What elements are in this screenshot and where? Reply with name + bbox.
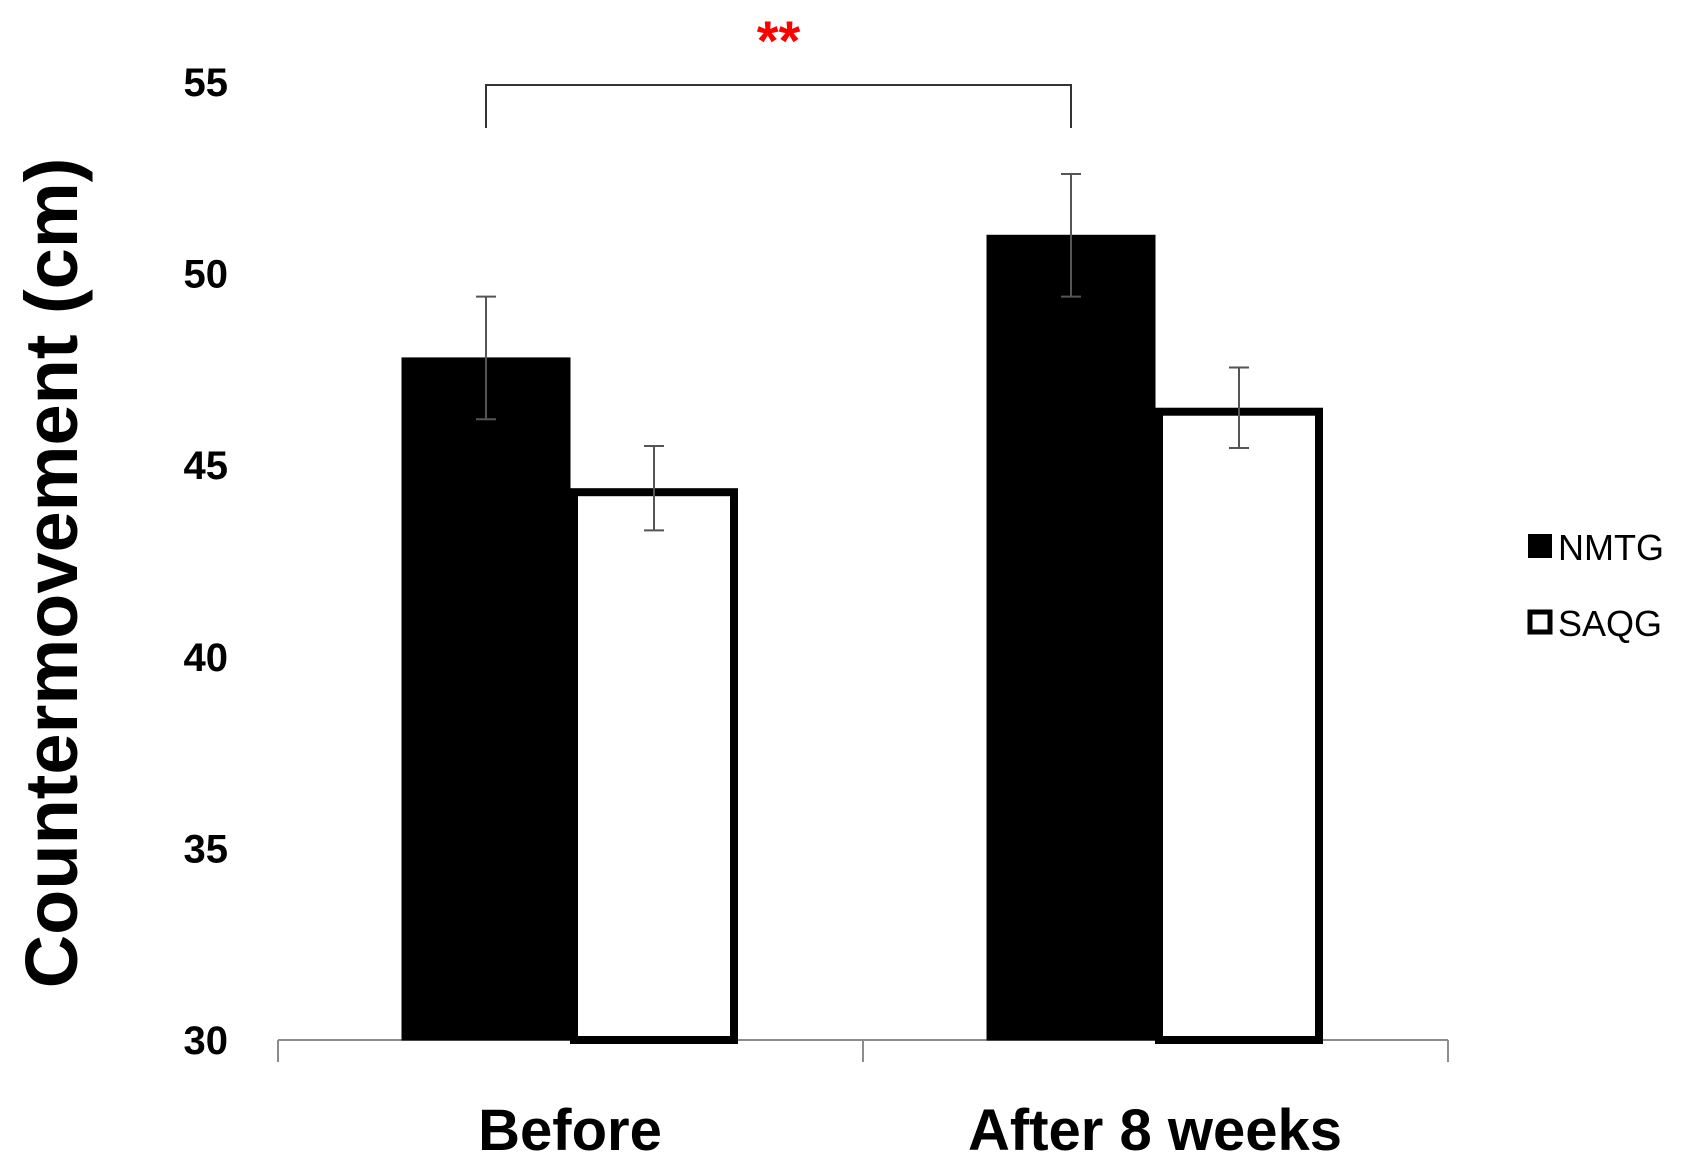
x-axis-categories: Before After 8 weeks — [478, 1098, 1342, 1163]
legend: NMTG SAQG — [1527, 527, 1664, 644]
significance-label: ** — [757, 9, 801, 72]
y-tick-label: 35 — [184, 827, 229, 871]
bar — [1155, 407, 1323, 1045]
annotations: ** — [485, 9, 1072, 128]
error-bars — [476, 172, 1249, 532]
bars — [401, 234, 1323, 1045]
legend-label: NMTG — [1558, 527, 1664, 568]
x-category-label: After 8 weeks — [968, 1098, 1342, 1163]
bar — [986, 234, 1156, 1041]
significance-bracket — [485, 84, 1072, 128]
y-tick-label: 30 — [184, 1019, 229, 1063]
y-tick-label: 55 — [184, 61, 229, 105]
legend-label: SAQG — [1558, 603, 1662, 644]
y-tick-label: 45 — [184, 444, 229, 488]
bar — [401, 357, 571, 1041]
legend-swatch — [1528, 534, 1552, 558]
y-tick-label: 50 — [184, 253, 229, 297]
legend-swatch — [1527, 609, 1553, 635]
y-axis-ticks: 30 35 40 45 50 55 — [184, 61, 229, 1063]
bar — [570, 488, 738, 1044]
x-category-label: Before — [478, 1098, 662, 1163]
y-tick-label: 40 — [184, 636, 229, 680]
y-axis-title: Countermovement (cm) — [10, 158, 93, 989]
